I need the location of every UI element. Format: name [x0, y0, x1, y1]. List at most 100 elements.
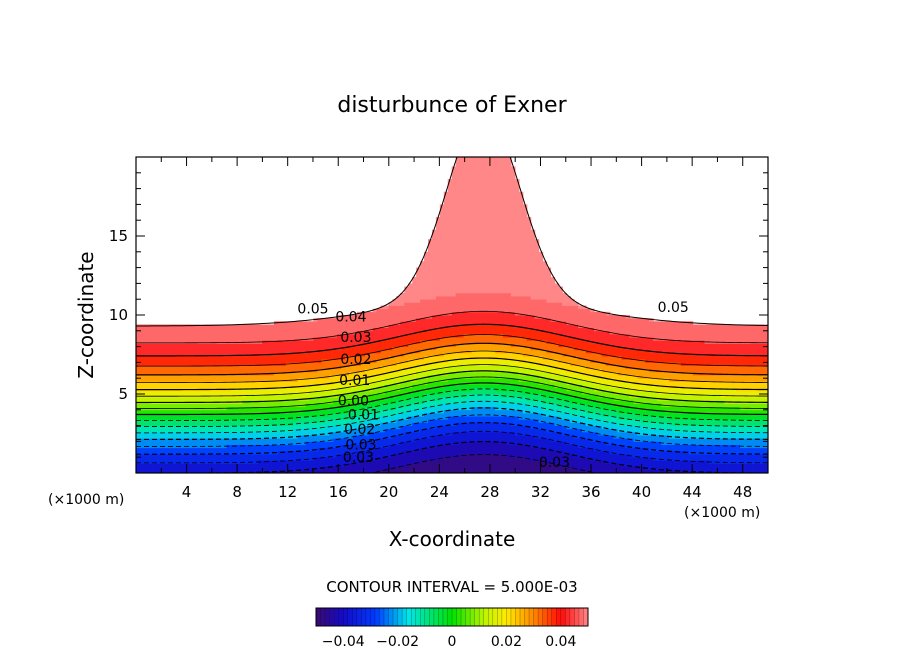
contour-fill-cell — [625, 438, 631, 449]
contour-fill-cell — [349, 365, 354, 373]
contour-fill-cell — [601, 356, 607, 363]
contour-fill-cell — [684, 406, 690, 414]
contour-fill-cell — [136, 438, 141, 449]
contour-fill-cell — [558, 425, 563, 433]
contour-fill-cell — [281, 381, 287, 389]
contour-fill-cell — [443, 261, 449, 297]
contour-fill-cell — [380, 327, 386, 341]
contour-fill-cell — [258, 454, 263, 461]
contour-fill-cell — [439, 368, 445, 376]
contour-line — [136, 357, 768, 391]
contour-fill-cell — [629, 406, 634, 414]
contour-fill-cell — [586, 352, 591, 360]
contour-fill-cell — [210, 419, 216, 426]
contour-fill-cell — [451, 425, 457, 433]
contour-fill-cell — [558, 441, 563, 452]
contour-fill-cell — [712, 343, 717, 357]
contour-fill-cell — [317, 362, 322, 370]
contour-fill-cell — [218, 375, 224, 382]
contour-fill-cell — [226, 356, 232, 366]
contour-fill-cell — [424, 365, 429, 373]
contour-fill-cell — [420, 416, 425, 423]
contour-fill-cell — [692, 381, 698, 389]
contour-label: 0.03 — [340, 330, 371, 346]
contour-fill-cell — [277, 371, 283, 382]
contour-fill-cell — [657, 371, 662, 379]
contour-fill-cell — [404, 286, 409, 303]
contour-fill-cell — [325, 384, 330, 392]
contour-fill-cell — [668, 419, 674, 423]
contour-fill-cell — [404, 321, 409, 335]
contour-fill-cell — [250, 394, 255, 401]
contour-fill-cell — [143, 390, 149, 398]
contour-fill-cell — [530, 460, 536, 473]
contour-fill-cell — [716, 394, 721, 401]
contour-fill-cell — [451, 258, 457, 297]
colorbar-cell — [438, 608, 444, 626]
contour-fill-cell — [680, 352, 686, 366]
contour-fill-cell — [728, 397, 733, 404]
contour-fill-cell — [601, 416, 607, 423]
contour-fill-cell — [147, 438, 153, 449]
contour-fill-cell — [179, 454, 184, 464]
contour-fill-cell — [210, 403, 216, 411]
contour-fill-cell — [431, 406, 437, 414]
contour-fill-cell — [281, 406, 287, 414]
contour-fill-cell — [230, 425, 236, 433]
contour-fill-cell — [214, 438, 220, 449]
contour-fill-cell — [558, 321, 563, 335]
contour-fill-cell — [333, 431, 338, 439]
contour-fill-cell — [534, 412, 540, 420]
contour-fill-cell — [534, 419, 540, 430]
contour-fill-cell — [483, 406, 488, 417]
contour-fill-cell — [333, 447, 338, 458]
contour-fill-cell — [530, 400, 536, 408]
contour-fill-cell — [435, 340, 441, 347]
contour-fill-cell — [439, 346, 445, 357]
contour-fill-cell — [171, 447, 176, 455]
contour-fill-cell — [518, 352, 524, 363]
contour-fill-cell — [514, 261, 520, 297]
contour-fill-cell — [447, 352, 453, 360]
contour-fill-cell — [179, 343, 184, 357]
contour-fill-cell — [712, 400, 717, 408]
contour-fill-cell — [483, 416, 488, 423]
contour-fill-cell — [388, 444, 394, 458]
contour-fill-cell — [396, 406, 401, 414]
contour-fill-cell — [518, 362, 524, 370]
contour-fill-cell — [503, 416, 508, 423]
contour-fill-cell — [273, 454, 279, 461]
contour-fill-cell — [136, 412, 141, 420]
contour-fill-cell — [139, 438, 145, 449]
contour-fill-cell — [483, 349, 488, 360]
contour-fill-cell — [147, 343, 153, 357]
colorbar-cell — [474, 608, 480, 626]
contour-fill-cell — [372, 419, 378, 426]
contour-fill-cell — [439, 394, 445, 398]
colorbar-cell — [388, 608, 394, 626]
contour-fill-cell — [163, 425, 168, 433]
contour-fill-cell — [751, 419, 757, 426]
contour-fill-cell — [198, 419, 204, 426]
contour-fill-cell — [586, 412, 591, 420]
contour-fill-cell — [609, 315, 615, 335]
contour-fill-cell — [716, 412, 721, 420]
contour-fill-cell — [321, 337, 326, 351]
contour-fill-cell — [609, 397, 615, 404]
contour-fill-cell — [325, 419, 330, 426]
contour-fill-cell — [732, 324, 737, 344]
contour-label: 0.02 — [340, 352, 371, 368]
contour-fill-cell — [352, 422, 358, 430]
contour-fill-cell — [400, 337, 405, 347]
contour-fill-cell — [712, 356, 717, 366]
contour-fill-cell — [471, 157, 476, 259]
contour-fill-cell — [668, 450, 674, 461]
contour-fill-cell — [325, 425, 330, 436]
contour-fill-cell — [625, 349, 631, 360]
contour-fill-cell — [522, 315, 528, 329]
contour-fill-cell — [467, 343, 473, 354]
contour-fill-cell — [191, 409, 196, 414]
contour-fill-cell — [471, 365, 476, 373]
contour-fill-cell — [147, 409, 153, 414]
contour-fill-cell — [645, 457, 650, 471]
